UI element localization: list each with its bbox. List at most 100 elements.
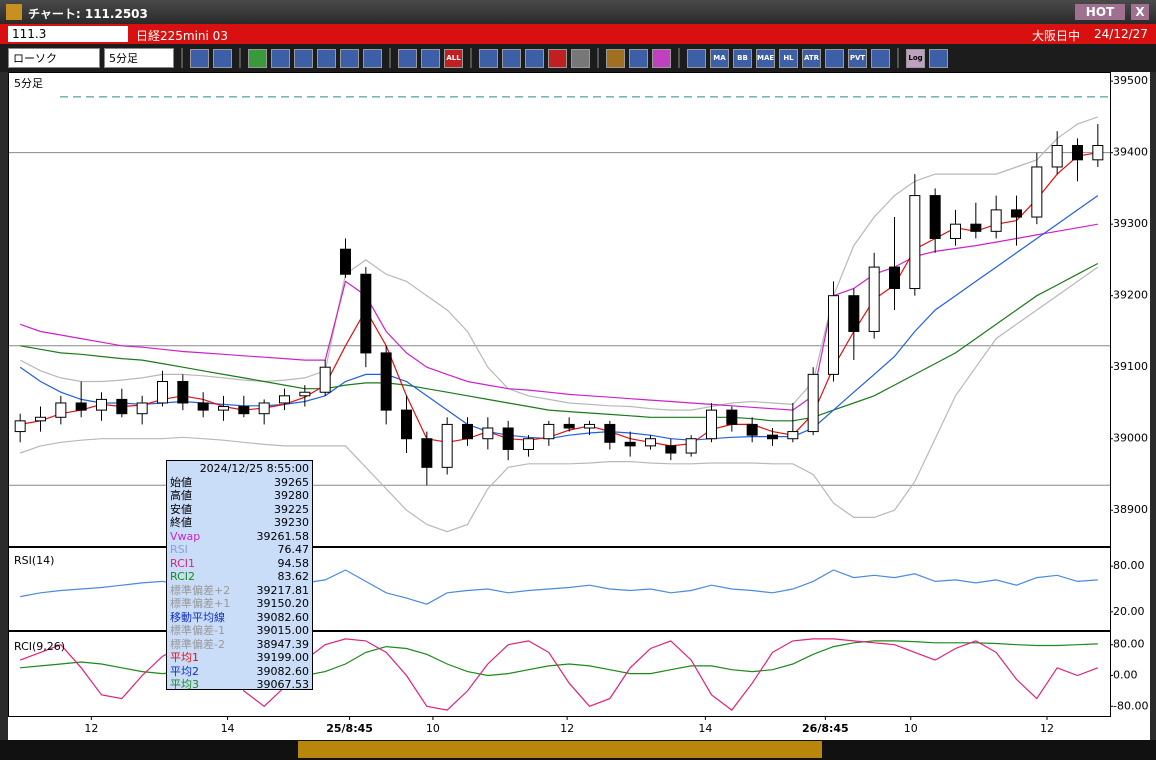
y-tick-label: -80.00: [1113, 699, 1148, 712]
info-label: 標準偏差-1: [170, 624, 225, 637]
tool-icon[interactable]: MA: [710, 48, 729, 68]
x-tick-label: 12: [1040, 722, 1054, 735]
candle-body: [1031, 166, 1043, 218]
info-label: 標準偏差+1: [170, 597, 231, 610]
y-tick-label: 39400: [1113, 146, 1148, 159]
tool-icon[interactable]: [606, 48, 625, 68]
tool-icon[interactable]: [294, 48, 313, 68]
tool-icon[interactable]: [929, 48, 948, 68]
info-label: 平均2: [170, 664, 199, 678]
scroll-thumb[interactable]: [298, 741, 822, 758]
info-value: 39230: [274, 516, 309, 529]
tool-icon[interactable]: [871, 48, 890, 68]
tool-icon[interactable]: ALL: [444, 48, 463, 68]
close-button[interactable]: X: [1131, 4, 1149, 20]
instrument-name: 日経225mini 03: [136, 29, 228, 43]
info-label: RSI: [170, 543, 188, 556]
y-tick-label: 80.00: [1113, 638, 1145, 651]
info-row: 高値 39280: [170, 489, 309, 503]
tool-icon[interactable]: Log: [906, 48, 925, 68]
tool-icon[interactable]: ATR: [802, 48, 821, 68]
candle-body: [726, 409, 738, 425]
candle-body: [990, 209, 1002, 232]
tool-icon[interactable]: [825, 48, 844, 68]
y-tick-label: 39500: [1113, 74, 1148, 87]
candle-body: [950, 223, 961, 239]
window-title: チャート: 111.2503: [28, 7, 148, 21]
info-label: 標準偏差-2: [170, 637, 225, 651]
info-value: 39150.20: [256, 597, 310, 610]
info-row: 移動平均線 39082.60: [170, 611, 309, 625]
info-value: 39265: [274, 475, 309, 489]
info-value: 38947.39: [256, 637, 310, 651]
tool-icon[interactable]: [271, 48, 290, 68]
info-label: 高値: [170, 489, 192, 502]
tool-icon[interactable]: [479, 48, 498, 68]
candle-body: [665, 445, 677, 454]
hot-button[interactable]: HOT: [1075, 4, 1125, 20]
x-tick-label: 25/8:45: [326, 722, 373, 735]
info-row: 終値 39230: [170, 516, 309, 530]
candle-body: [177, 381, 189, 404]
separator: [470, 48, 472, 68]
tool-icon[interactable]: MAE: [756, 48, 775, 68]
tool-icon[interactable]: [363, 48, 382, 68]
info-value: 39225: [274, 502, 309, 516]
info-row: 平均2 39082.60: [170, 665, 309, 679]
tool-icon[interactable]: HL: [779, 48, 798, 68]
candle-body: [279, 395, 290, 404]
candle-body: [75, 402, 87, 411]
info-value: 39261.58: [256, 529, 310, 543]
candle-body: [1011, 209, 1022, 218]
date: 24/12/27: [1094, 27, 1148, 41]
tool-icon[interactable]: [398, 48, 417, 68]
y-tick-label: 20.00: [1113, 605, 1145, 618]
candle-body: [807, 373, 819, 433]
tool-icon[interactable]: [502, 48, 521, 68]
y-tick-label: 80.00: [1113, 559, 1145, 572]
candle-body: [706, 409, 717, 440]
candle-body: [502, 427, 514, 450]
tool-icon[interactable]: PVT: [848, 48, 867, 68]
candle-body: [462, 423, 473, 440]
tool-icon[interactable]: [571, 48, 590, 68]
tool-icon[interactable]: [340, 48, 359, 68]
timeframe-select[interactable]: 5分足: [104, 48, 174, 68]
title-bar: チャート: 111.2503 HOT X: [0, 0, 1156, 24]
tool-icon[interactable]: [652, 48, 671, 68]
y-tick-label: 39000: [1113, 432, 1148, 445]
candle-body: [523, 438, 534, 450]
tool-icon[interactable]: [317, 48, 336, 68]
chart-type-select[interactable]: ローソク: [8, 48, 100, 68]
code-input[interactable]: 111.3: [8, 26, 128, 42]
tool-icon[interactable]: [629, 48, 648, 68]
candle-body: [96, 398, 107, 411]
separator: [678, 48, 680, 68]
tool-icon[interactable]: [213, 48, 232, 68]
candle-body: [441, 423, 453, 468]
indicator-line: [20, 262, 1099, 422]
info-row: RSI 76.47: [170, 543, 309, 557]
candle-body: [218, 406, 229, 411]
info-row: RCI1 94.58: [170, 557, 309, 571]
tool-icon[interactable]: BB: [733, 48, 752, 68]
candle-body: [746, 423, 758, 436]
candle-body: [258, 402, 270, 415]
tool-icon[interactable]: [687, 48, 706, 68]
info-row: 平均3 39067.53: [170, 678, 309, 692]
info-row: 始値 39265: [170, 476, 309, 490]
info-row: 標準偏差+1 39150.20: [170, 597, 309, 611]
candle-body: [848, 295, 860, 332]
tool-icon[interactable]: [190, 48, 209, 68]
tool-icon[interactable]: [525, 48, 544, 68]
tool-icon[interactable]: [548, 48, 567, 68]
tool-icon[interactable]: [248, 48, 267, 68]
info-label: RCI2: [170, 570, 196, 583]
tool-icon[interactable]: [421, 48, 440, 68]
candle-body: [645, 438, 656, 447]
candle-body: [116, 398, 128, 415]
info-value: 39217.81: [256, 583, 310, 597]
info-label: Vwap: [170, 529, 201, 543]
candle-body: [584, 423, 595, 429]
